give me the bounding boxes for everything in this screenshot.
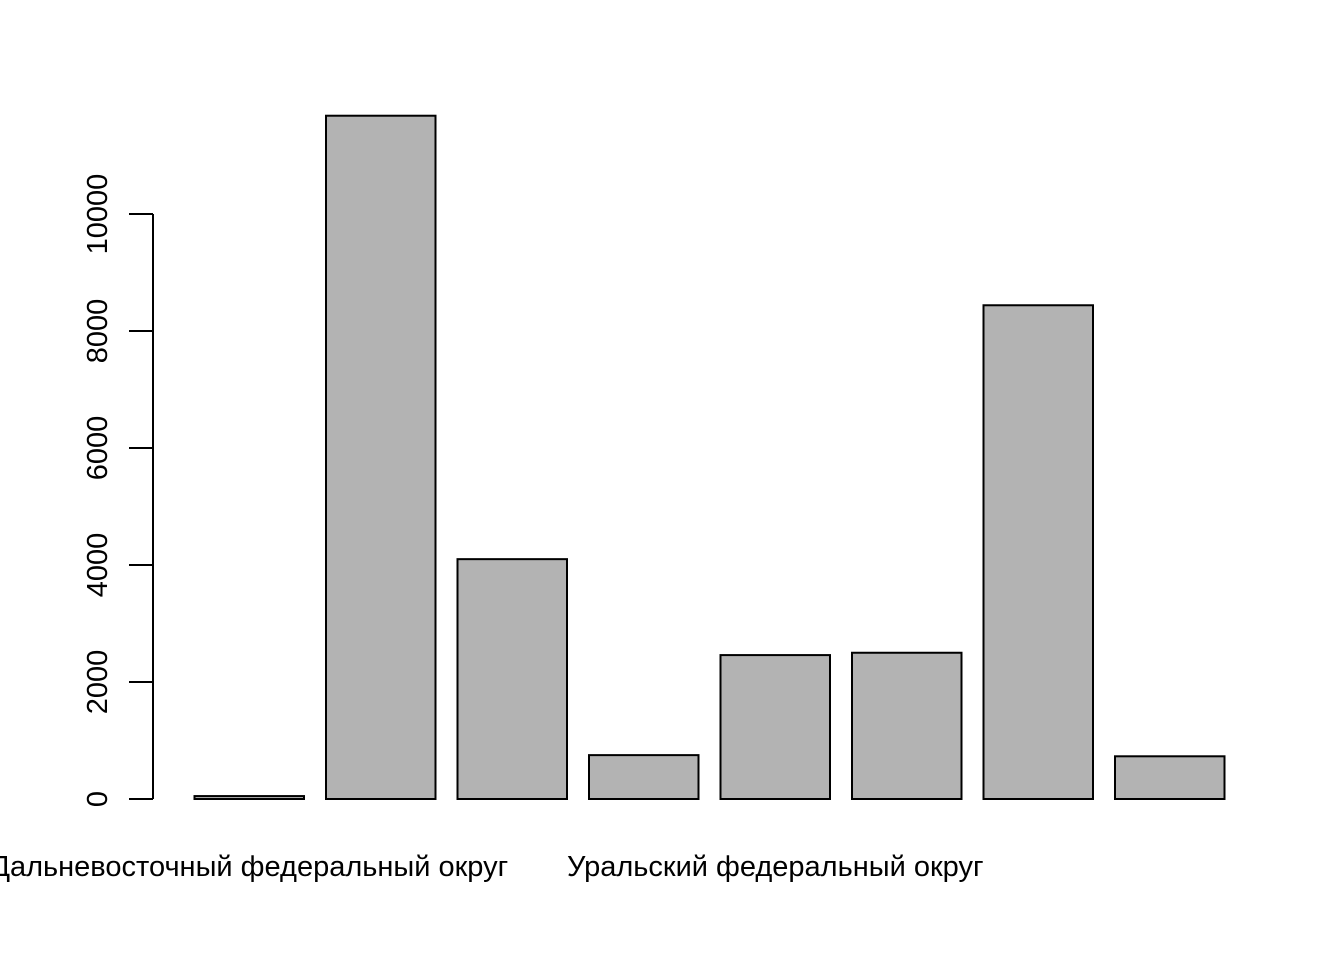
bar-7 [982,304,1094,800]
bar-8 [1114,755,1226,800]
bar-3 [456,558,568,801]
y-tick-label: 4000 [82,533,114,598]
x-axis-labels: Дальневосточный федеральный округ Уральск… [0,851,984,883]
y-tick-label: 0 [82,791,114,807]
y-tick-label: 2000 [82,650,114,715]
x-tick-label: Уральский федеральный округ [567,851,984,883]
bar-4 [588,754,700,800]
y-tick-label: 8000 [82,299,114,364]
bar-2 [325,114,437,801]
bar-1 [193,795,305,801]
bars-group [193,114,1226,801]
y-axis: 0 2000 4000 6000 8000 10000 [82,174,154,807]
x-tick-label: Дальневосточный федеральный округ [0,851,508,883]
y-tick-label: 10000 [82,174,114,255]
y-tick-label: 6000 [82,416,114,481]
bar-6 [851,651,963,800]
bar-5 [719,654,831,801]
